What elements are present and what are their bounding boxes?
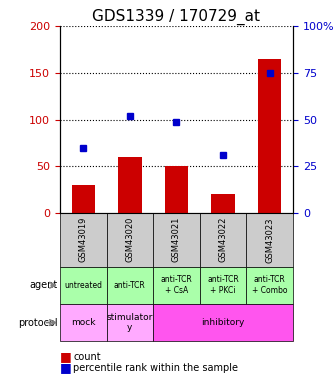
FancyBboxPatch shape — [107, 304, 153, 341]
Bar — [258, 59, 281, 213]
Text: agent: agent — [29, 280, 58, 290]
Text: anti-TCR: anti-TCR — [114, 281, 146, 290]
Bar — [118, 157, 142, 213]
Text: GSM43023: GSM43023 — [265, 217, 274, 262]
Text: percentile rank within the sample: percentile rank within the sample — [73, 363, 238, 373]
FancyBboxPatch shape — [107, 213, 153, 267]
Bar — [72, 185, 95, 213]
FancyBboxPatch shape — [200, 213, 246, 267]
Text: GSM43019: GSM43019 — [79, 217, 88, 262]
FancyBboxPatch shape — [246, 267, 293, 304]
FancyBboxPatch shape — [60, 304, 107, 341]
Text: ■: ■ — [60, 361, 72, 374]
FancyBboxPatch shape — [107, 267, 153, 304]
FancyBboxPatch shape — [60, 267, 107, 304]
Text: GSM43020: GSM43020 — [125, 217, 135, 262]
Text: anti-TCR
+ PKCi: anti-TCR + PKCi — [207, 276, 239, 295]
Text: GSM43022: GSM43022 — [218, 217, 228, 262]
Title: GDS1339 / 170729_at: GDS1339 / 170729_at — [93, 9, 260, 25]
FancyBboxPatch shape — [153, 213, 200, 267]
Text: stimulator
y: stimulator y — [107, 313, 153, 332]
Text: count: count — [73, 352, 101, 362]
Text: ■: ■ — [60, 350, 72, 363]
FancyBboxPatch shape — [153, 267, 200, 304]
Text: untreated: untreated — [64, 281, 102, 290]
Bar — [211, 194, 235, 213]
FancyBboxPatch shape — [153, 304, 293, 341]
FancyBboxPatch shape — [200, 267, 246, 304]
Text: anti-TCR
+ Combo: anti-TCR + Combo — [252, 276, 287, 295]
Bar — [165, 166, 188, 213]
FancyBboxPatch shape — [246, 213, 293, 267]
FancyBboxPatch shape — [60, 213, 107, 267]
Text: mock: mock — [71, 318, 96, 327]
Text: GSM43021: GSM43021 — [172, 217, 181, 262]
Text: inhibitory: inhibitory — [201, 318, 245, 327]
Text: anti-TCR
+ CsA: anti-TCR + CsA — [161, 276, 192, 295]
Text: protocol: protocol — [18, 318, 58, 328]
